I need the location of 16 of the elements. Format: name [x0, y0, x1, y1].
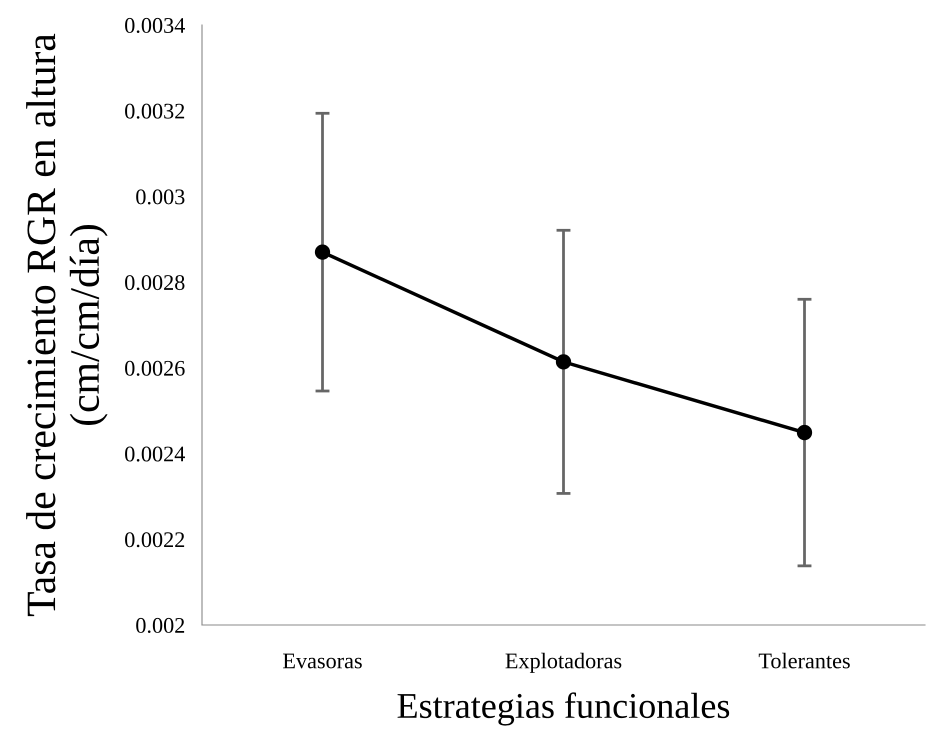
x-axis-title: Estrategias funcionales	[398, 692, 730, 726]
x-tick-label: Explotadoras	[506, 652, 622, 673]
y-tick-label: 0.002	[136, 618, 184, 634]
y-tick-label: 0.0022	[125, 532, 184, 548]
y-tick-label: 0.0032	[125, 104, 184, 119]
point	[796, 424, 812, 440]
y-axis-title: Tasa de crecimiento RGR en altura (cm/cm/día)	[26, 34, 108, 616]
y-tick-label: 0.0028	[125, 275, 184, 290]
x-tick-label: Tolerantes	[758, 652, 850, 668]
y-tick-label: 0.003	[136, 189, 184, 204]
x-tick-label: Evasoras	[283, 654, 362, 668]
point	[314, 244, 330, 260]
y-tick-label: 0.0034	[125, 18, 185, 34]
y-tick-label: 0.0026	[125, 360, 185, 376]
point	[556, 354, 572, 370]
y-tick-label: 0.0024	[125, 446, 185, 462]
